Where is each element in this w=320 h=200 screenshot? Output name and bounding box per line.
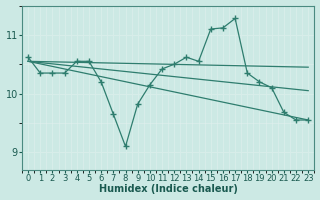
- X-axis label: Humidex (Indice chaleur): Humidex (Indice chaleur): [99, 184, 237, 194]
